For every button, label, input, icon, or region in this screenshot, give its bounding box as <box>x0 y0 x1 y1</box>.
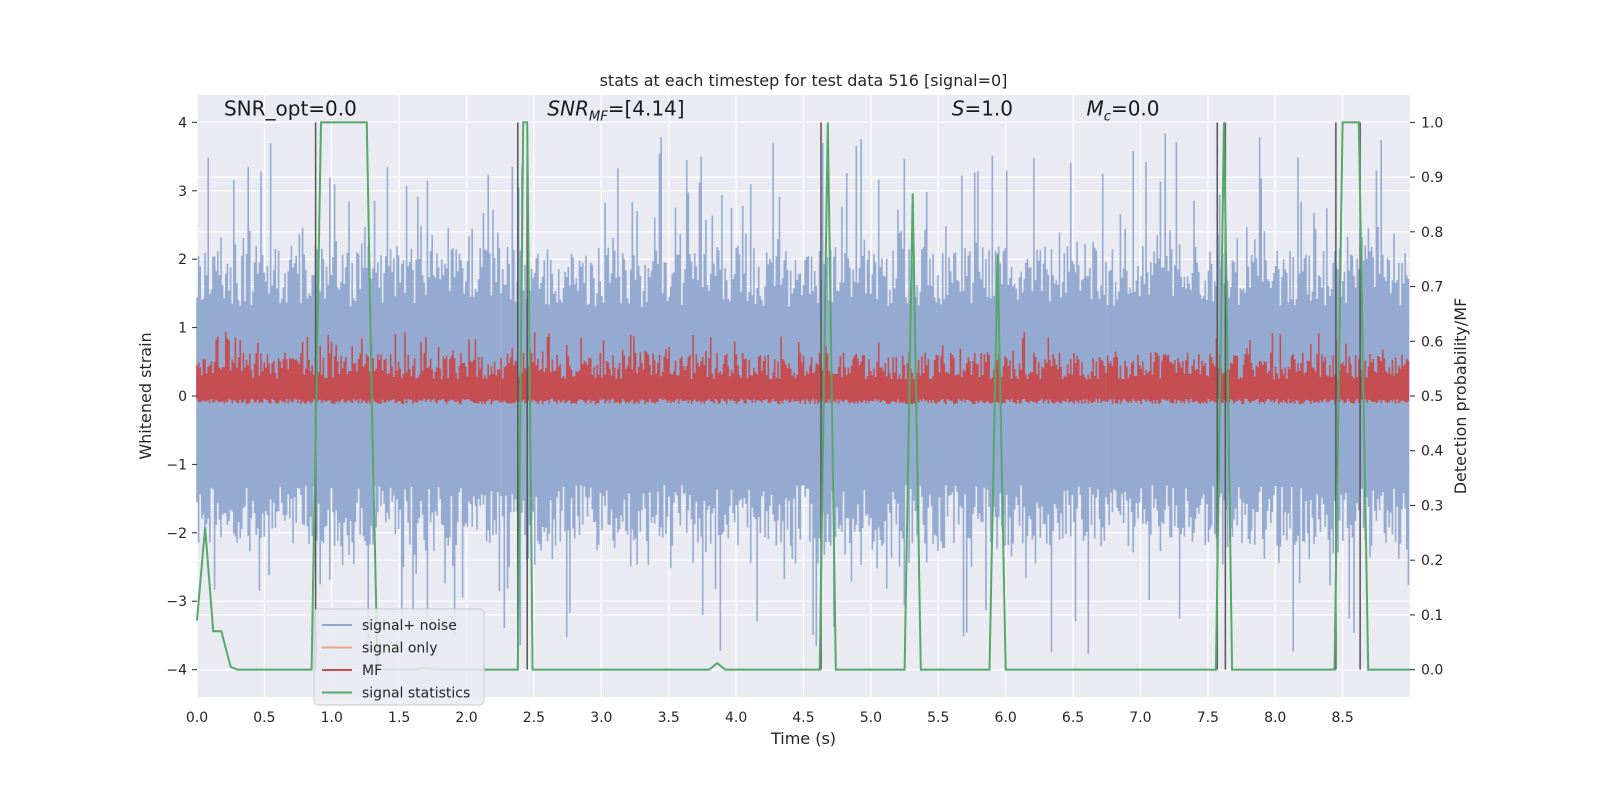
x-tick-label: 4.0 <box>725 710 747 726</box>
annotations: SNR_opt=0.0 SNRMF=[4.14] S=1.0 Mc=0.0 <box>224 97 1160 125</box>
x-tick-label: 8.0 <box>1264 710 1286 726</box>
x-tick-label: 2.0 <box>455 710 477 726</box>
x-tick-label: 1.5 <box>388 710 410 726</box>
legend-box <box>313 608 485 706</box>
y-right-axis-ticks: 0.0 0.1 0.2 0.3 0.4 0.5 0.6 0.7 0.8 0.9 1.0 <box>1410 115 1443 679</box>
annotation-value: =1.0 <box>964 97 1013 121</box>
annotation-value: =0.0 <box>1111 97 1160 121</box>
y-right-tick-label: 0.9 <box>1421 170 1443 186</box>
x-tick-label: 4.5 <box>792 710 814 726</box>
y-tick-label: 2 <box>178 252 187 268</box>
y-tick-label: −2 <box>166 526 187 542</box>
annotation-text: S=1.0 <box>952 97 1013 121</box>
x-tick-label: 3.5 <box>658 710 680 726</box>
y-right-tick-label: 0.1 <box>1421 608 1443 624</box>
x-tick-label: 7.0 <box>1129 710 1151 726</box>
signal-statistics-series <box>196 121 1410 671</box>
y-tick-label: −3 <box>166 594 187 610</box>
y-tick-label: 4 <box>178 115 187 131</box>
y-right-tick-label: 0.4 <box>1421 444 1443 460</box>
y-right-tick-label: 0.5 <box>1421 389 1443 405</box>
y-right-axis-label: Detection probability/MF <box>1451 298 1470 495</box>
x-tick-label: 3.0 <box>590 710 612 726</box>
annotation-subscript: MF <box>589 110 608 125</box>
annotation-text: Mc=0.0 <box>1087 97 1160 125</box>
legend: signal+ noise signal only MF signal statist… <box>313 608 485 706</box>
y-right-tick-label: 0.8 <box>1421 225 1443 241</box>
annotation-base: SNR <box>547 97 589 121</box>
y-tick-label: −1 <box>166 457 187 473</box>
x-tick-label: 6.0 <box>995 710 1017 726</box>
y-tick-label: 0 <box>178 389 187 405</box>
annotation-text: SNRMF=[4.14] <box>547 97 684 125</box>
annotation-text: SNR_opt=0.0 <box>224 97 357 121</box>
x-tick-label: 6.5 <box>1062 710 1084 726</box>
y-right-tick-label: 0.2 <box>1421 553 1443 569</box>
x-tick-label: 5.0 <box>860 710 882 726</box>
y-tick-label: 3 <box>178 184 187 200</box>
legend-label: signal+ noise <box>362 618 457 634</box>
x-tick-label: 0.0 <box>186 710 208 726</box>
annotation-base: M <box>1087 97 1104 121</box>
annotation-base: S <box>952 97 965 121</box>
y-tick-label: −4 <box>166 663 187 679</box>
x-tick-label: 5.5 <box>927 710 949 726</box>
x-axis-ticks: 0.0 0.5 1.0 1.5 2.0 2.5 3.0 3.5 4.0 4.5 5.0 5.5 6.0 6… <box>186 710 1354 726</box>
mf-series <box>196 331 1410 405</box>
x-tick-label: 8.5 <box>1331 710 1353 726</box>
x-tick-label: 0.5 <box>253 710 275 726</box>
mf-trace <box>196 331 1410 405</box>
y-axis-ticks: −4 −3 −2 −1 0 1 2 3 4 <box>166 115 197 679</box>
chart-title: stats at each timestep for test data 516… <box>600 71 1008 90</box>
signal-statistics-line <box>196 121 1410 671</box>
y-right-tick-label: 0.7 <box>1421 280 1443 296</box>
y-right-tick-label: 0.3 <box>1421 498 1443 514</box>
y-axis-label: Whitened strain <box>136 332 155 459</box>
x-tick-label: 2.5 <box>523 710 545 726</box>
y-right-tick-label: 0.6 <box>1421 334 1443 350</box>
y-tick-label: 1 <box>178 321 187 337</box>
annotation-value: =[4.14] <box>608 97 685 121</box>
y-right-tick-label: 0.0 <box>1421 663 1443 679</box>
annotation-subscript: c <box>1104 110 1111 125</box>
x-axis-label: Time (s) <box>770 729 836 748</box>
x-tick-label: 7.5 <box>1197 710 1219 726</box>
legend-label: signal statistics <box>362 686 470 702</box>
x-tick-label: 1.0 <box>321 710 343 726</box>
legend-label: MF <box>362 663 382 679</box>
y-right-tick-label: 1.0 <box>1421 115 1443 131</box>
legend-label: signal only <box>362 641 437 657</box>
